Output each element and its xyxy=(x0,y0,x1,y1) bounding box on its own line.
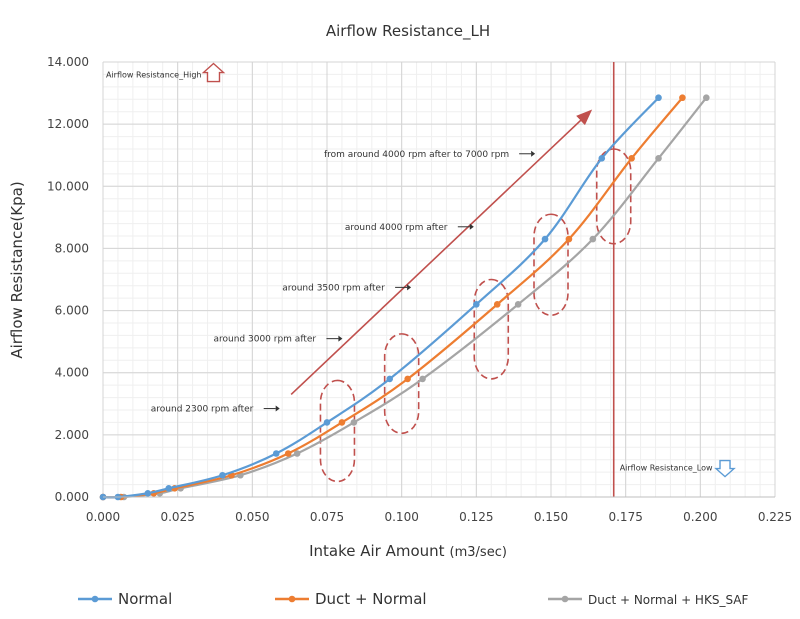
chart-title: Airflow Resistance_LH xyxy=(326,22,490,41)
y-tick-label: 12.000 xyxy=(47,117,89,131)
y-tick-label: 14.000 xyxy=(47,55,89,69)
legend-label: Duct + Normal + HKS_SAF xyxy=(588,593,748,607)
series-group xyxy=(99,94,710,501)
annotation-label: around 4000 rpm after xyxy=(345,223,448,233)
legend-label: Normal xyxy=(118,590,172,608)
data-point xyxy=(541,235,549,243)
x-tick-label: 0.175 xyxy=(608,510,642,524)
x-tick-label: 0.150 xyxy=(534,510,568,524)
data-point xyxy=(338,419,346,426)
y-tick-label: 4.000 xyxy=(55,366,89,380)
data-point xyxy=(514,301,522,308)
rpm-region-outline xyxy=(319,379,356,483)
annotation-label: Airflow Resistance_Low xyxy=(620,464,713,473)
rpm-region-outline xyxy=(473,278,510,380)
trend-arrow xyxy=(290,109,593,396)
data-point xyxy=(473,301,480,308)
up-arrow-icon xyxy=(201,62,226,83)
data-point xyxy=(598,155,606,162)
data-point xyxy=(628,155,635,162)
pointer-arrowhead-icon xyxy=(338,335,343,342)
annotations: Airflow Resistance_High Airflow Resistanc… xyxy=(106,62,736,497)
data-point xyxy=(493,301,501,308)
x-tick-label: 0.050 xyxy=(235,510,269,524)
x-tick-label: 0.100 xyxy=(384,510,418,524)
annotation-label: from around 4000 rpm after to 7000 rpm xyxy=(324,150,509,160)
y-axis-title: Airflow Resistance(Kpa) xyxy=(8,181,26,358)
y-tick-label: 6.000 xyxy=(55,304,89,318)
data-point xyxy=(404,375,411,383)
data-point xyxy=(284,450,292,457)
x-tick-label: 0.125 xyxy=(459,510,493,524)
data-point xyxy=(293,450,301,457)
data-point xyxy=(655,94,662,102)
data-point xyxy=(386,375,394,383)
data-point xyxy=(323,419,331,426)
annotation-label: around 3500 rpm after xyxy=(282,283,385,293)
x-axis-title: Intake Air Amount (m3/sec) xyxy=(309,542,507,560)
rpm-region-outline xyxy=(533,213,569,317)
legend: Normal Duct + Normal Duct + Normal + HKS_S… xyxy=(78,590,748,608)
legend-label: Duct + Normal xyxy=(315,590,427,608)
data-point xyxy=(703,94,710,102)
legend-swatch-marker xyxy=(91,595,99,603)
legend-swatch-marker xyxy=(288,595,296,603)
x-axis-title-main: Intake Air Amount xyxy=(309,542,445,560)
data-point xyxy=(350,419,358,426)
grid xyxy=(102,61,776,498)
data-point xyxy=(655,155,662,162)
pointer-arrowhead-icon xyxy=(531,150,536,157)
data-point xyxy=(144,489,152,497)
data-point xyxy=(419,375,426,383)
data-point xyxy=(165,485,173,492)
pointer-arrowhead-icon xyxy=(275,405,280,412)
x-axis-title-unit: (m3/sec) xyxy=(450,545,507,560)
x-tick-label: 0.225 xyxy=(758,510,792,524)
data-point xyxy=(679,94,686,102)
data-point xyxy=(565,235,573,243)
axes: 0.000 0.025 0.050 0.075 0.100 0.125 0.150 0.175… xyxy=(47,55,792,524)
data-point xyxy=(272,450,280,457)
y-tick-label: 2.000 xyxy=(55,428,89,442)
pointer-arrowhead-icon xyxy=(407,284,412,291)
y-tick-label: 10.000 xyxy=(47,179,89,193)
y-tick-label: 8.000 xyxy=(55,241,89,255)
y-tick-label: 0.000 xyxy=(55,490,89,504)
x-tick-label: 0.075 xyxy=(310,510,344,524)
annotation-label: around 3000 rpm after xyxy=(214,335,317,345)
legend-swatch-marker xyxy=(561,595,569,603)
down-arrow-icon xyxy=(714,459,736,478)
x-tick-label: 0.200 xyxy=(683,510,717,524)
pointer-arrowhead-icon xyxy=(469,223,474,230)
data-point xyxy=(589,235,597,243)
annotation-label: around 2300 rpm after xyxy=(151,405,254,415)
x-tick-label: 0.000 xyxy=(86,510,120,524)
annotation-label: Airflow Resistance_High xyxy=(106,71,202,80)
x-tick-label: 0.025 xyxy=(160,510,194,524)
data-point xyxy=(219,471,226,479)
rpm-region-outline xyxy=(383,333,420,435)
